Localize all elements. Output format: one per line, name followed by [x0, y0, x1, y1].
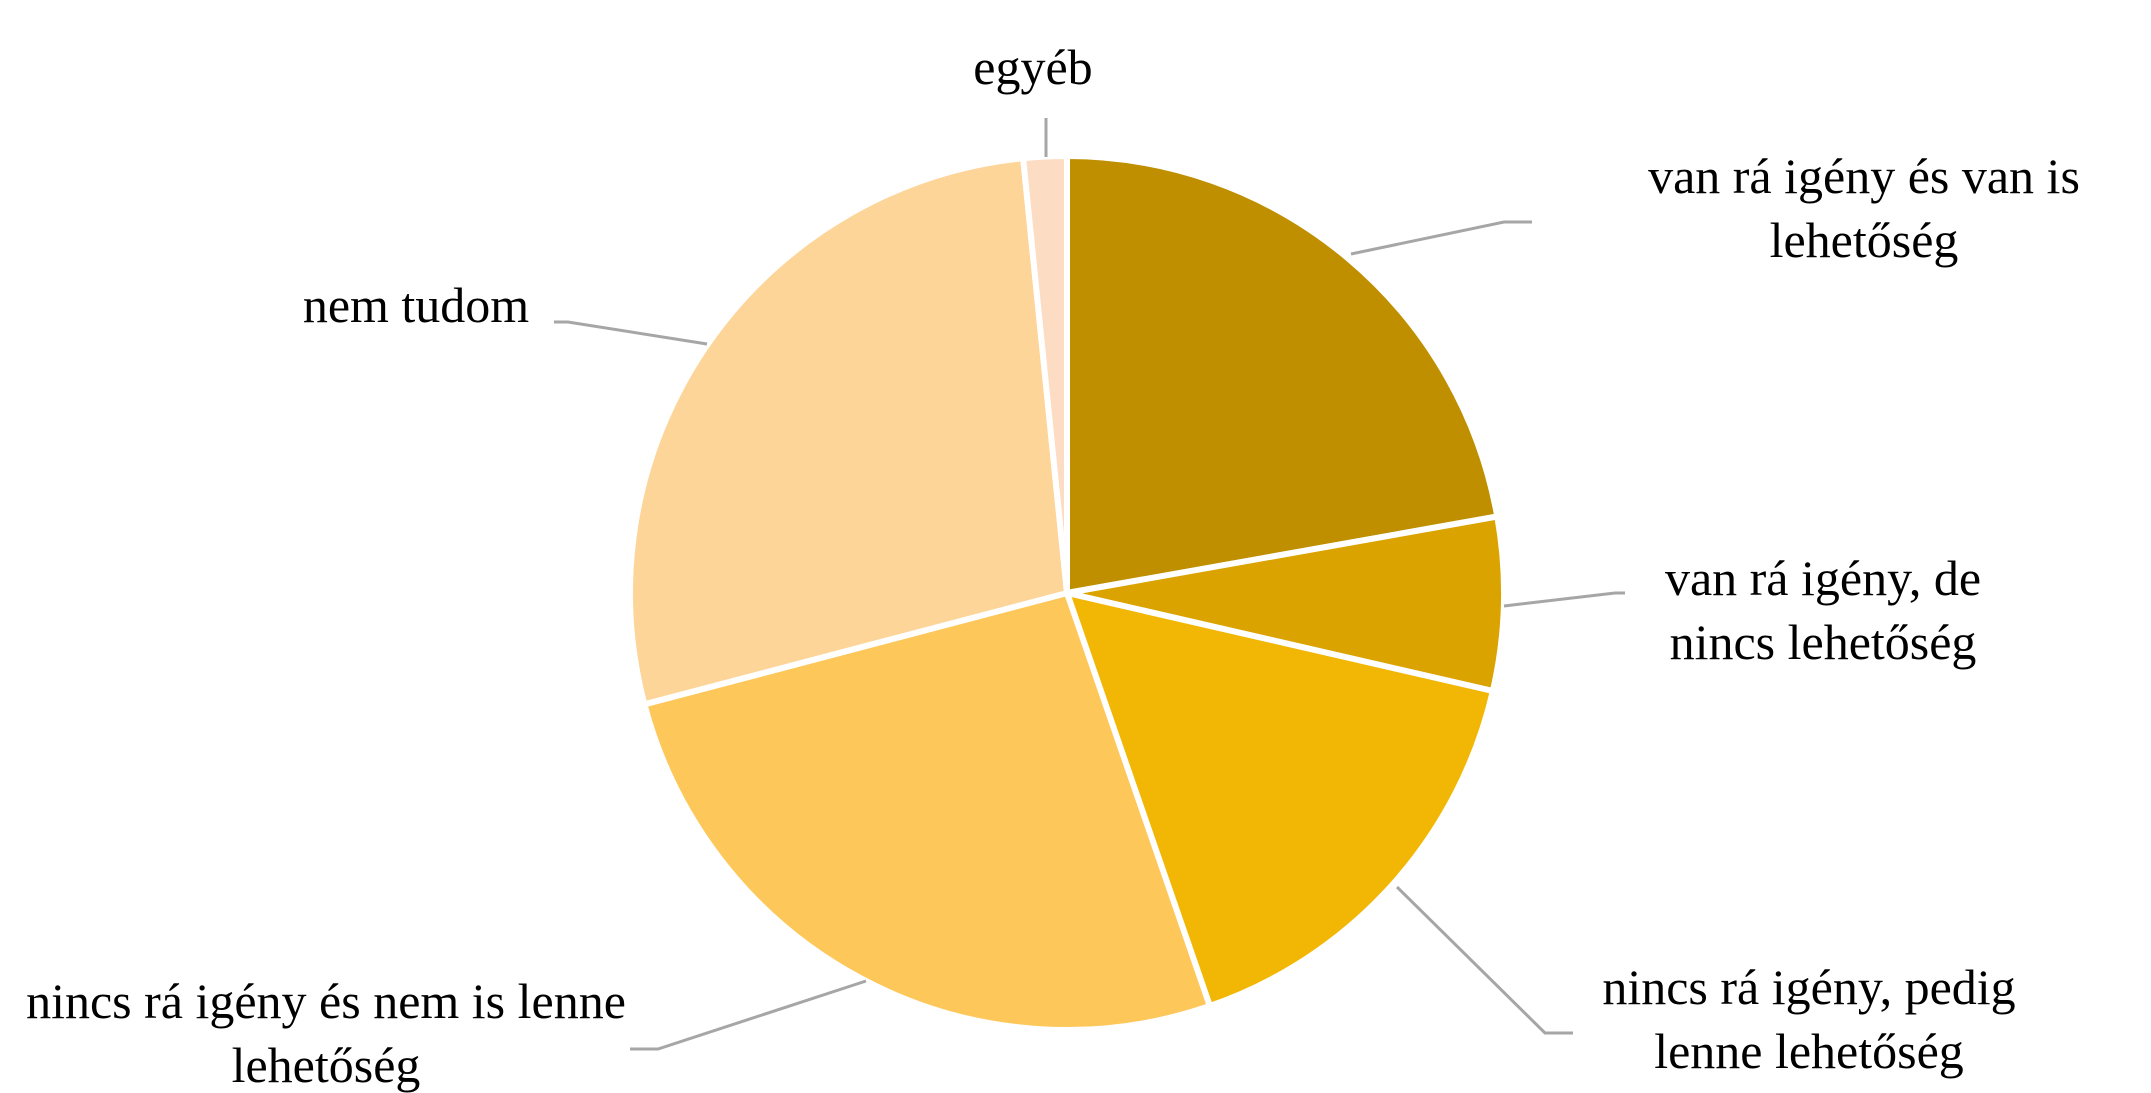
pie-slice	[1064, 153, 1501, 596]
slice-label: nem tudom	[302, 277, 530, 333]
leader-line	[1503, 591, 1625, 608]
leader-line	[1350, 220, 1532, 256]
pie-slice	[627, 155, 1070, 708]
slice-label: nincs rá igény és nem is lenne lehetőség	[26, 973, 626, 1093]
leader-line	[630, 979, 867, 1051]
leader-line	[1395, 885, 1573, 1035]
pie-slice	[1064, 513, 1507, 695]
slice-label: egyéb	[973, 39, 1093, 95]
pie-slice	[1064, 590, 1496, 1009]
pie-slice	[641, 590, 1213, 1033]
slice-label: nincs rá igény, pedig lenne lehetőség	[1602, 959, 2016, 1079]
slice-label: van rá igény és van is lehetőség	[1648, 148, 2080, 268]
slice-label: van rá igény, de nincs lehetőség	[1664, 550, 1982, 670]
leader-line	[554, 320, 708, 346]
